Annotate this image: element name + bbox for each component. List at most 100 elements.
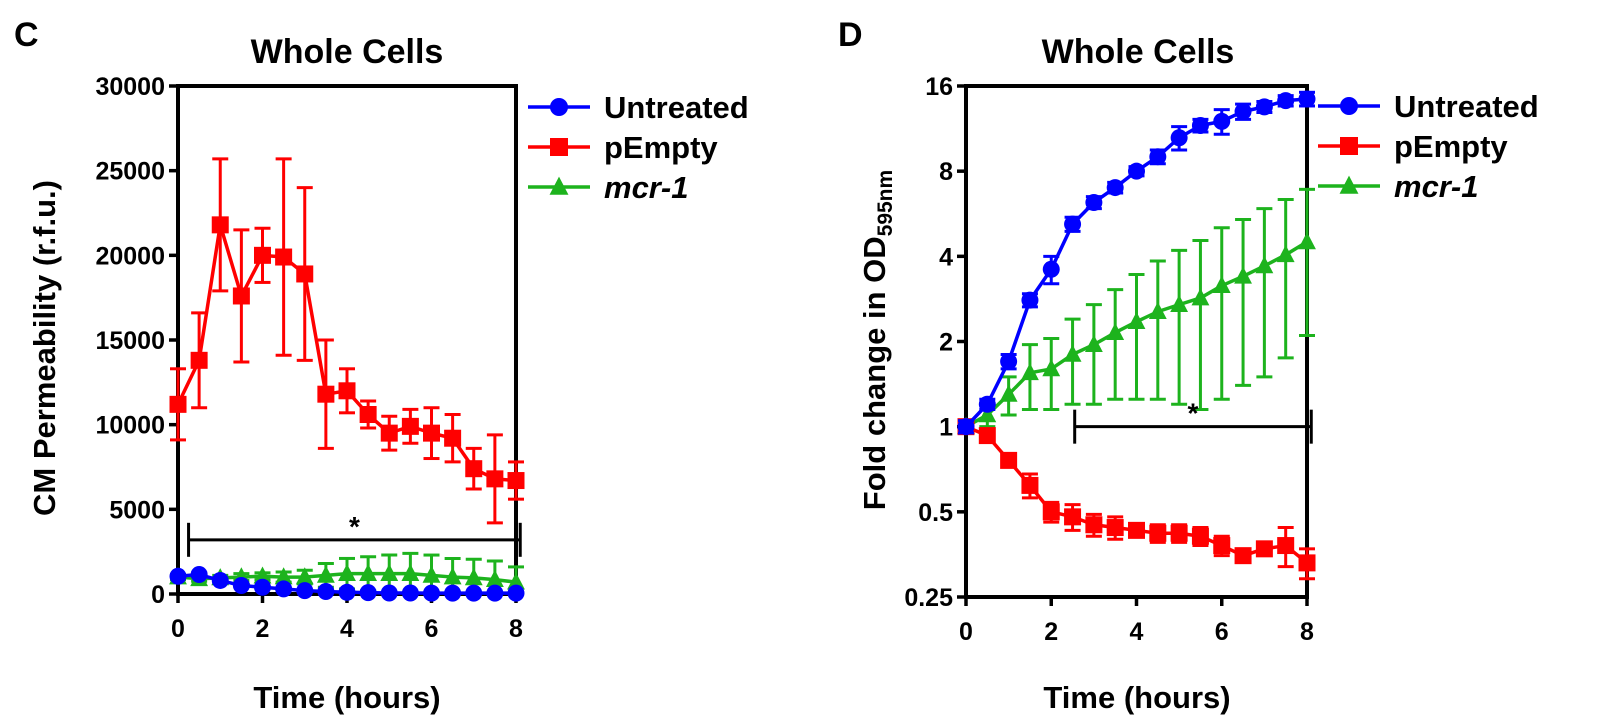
panel-d-series-pempty-point [1106, 519, 1124, 537]
panel-d-plot: 0 2 4 6 8 0.25 0.5 1 2 4 8 16 * Untreated pEmpty mcr-1 [904, 73, 1538, 646]
panel-d-series-pempty-point [1213, 537, 1231, 555]
panel-c-series-pempty-point [190, 351, 208, 369]
panel-d-x-tick-label: 4 [1130, 618, 1144, 646]
panel-c-series-mcr-1-point [464, 568, 483, 586]
panel-c-legend-item-mcr-1: mcr-1 [528, 170, 688, 205]
panel-c-series-mcr-1-point [443, 567, 462, 585]
panel-d-y-tick-label: 1 [939, 414, 953, 442]
panel-d-series-untreated-point [1191, 117, 1209, 135]
panel-c-series-untreated-point [380, 584, 398, 602]
panel-d-legend-item-mcr-1-swatch-marker [1339, 175, 1359, 194]
panel-d-series-pempty-point [1191, 527, 1209, 545]
panel-c-series-pempty-point [275, 248, 293, 266]
panel-c-series-pempty-point [486, 470, 504, 488]
panel-d-legend-item-untreated-label: Untreated [1394, 89, 1539, 124]
panel-c-x-tick-label: 2 [256, 615, 270, 643]
panel-d-series-untreated-point [1255, 98, 1273, 116]
panel-d-series-mcr-1-point [1255, 256, 1274, 274]
panel-d-legend-item-untreated-swatch-marker [1340, 97, 1358, 115]
panel-d-series-pempty-line [965, 425, 1309, 565]
panel-d-legend: Untreated pEmpty mcr-1 [1318, 89, 1539, 204]
panel-letter-c: C [14, 16, 39, 54]
panel-c-series-mcr-1-point [295, 567, 314, 585]
panel-d-x-tick-label: 6 [1215, 618, 1229, 646]
panel-d-series-mcr-1-point [1148, 301, 1167, 319]
panel-d-series-pempty-point [1170, 524, 1188, 542]
panel-d-series-pempty-point [1021, 476, 1039, 494]
panel-d-significance-star: * [1188, 398, 1199, 429]
panel-d-title: Whole Cells [1042, 33, 1235, 71]
panel-c-legend-item-untreated: Untreated [528, 90, 749, 125]
panel-d-series-pempty-point [1298, 554, 1316, 572]
panel-c-y-tick-label: 10000 [95, 412, 165, 440]
panel-c-series-pempty-point [465, 460, 483, 478]
panel-d-series-untreated-point [1042, 260, 1060, 278]
panel-d-series-untreated-point [1064, 215, 1082, 233]
panel-c-series-mcr-1-point [380, 563, 399, 582]
panel-d-series-pempty [957, 418, 1316, 581]
panel-c-legend-item-pempty-label: pEmpty [604, 130, 718, 165]
panel-c-y-tick-label: 30000 [95, 73, 165, 101]
panel-d-legend-item-mcr-1-label: mcr-1 [1394, 169, 1478, 204]
panel-d-series-mcr-1-point [1084, 334, 1103, 352]
panel-c-legend-item-untreated-label: Untreated [604, 90, 749, 125]
panel-d-legend-item-pempty: pEmpty [1318, 129, 1508, 164]
plot-layer: 0 2 4 6 8 0 5000 10000 15000 20000 25000 30000 * Untr… [95, 73, 1538, 646]
panel-c-x-tick-label: 4 [340, 615, 354, 643]
panel-d-series-pempty-point [1085, 516, 1103, 534]
panel-c-series-pempty-point [380, 424, 398, 442]
panel-c-series-mcr-1-point [507, 572, 525, 590]
panel-d-series-mcr-1-point [1298, 232, 1316, 250]
panel-c-series-pempty-point [359, 406, 377, 424]
panel-c-series-pempty-point [444, 429, 462, 447]
panel-c-series-untreated-point [486, 584, 504, 602]
panel-d-y-tick-label: 0.25 [904, 584, 953, 612]
panel-c-series-pempty-point [401, 417, 419, 435]
panel-d-series-mcr-1-point [1106, 322, 1125, 340]
panel-d-series-untreated-point [1234, 103, 1252, 121]
panel-c-significance-star: * [349, 511, 360, 542]
panel-c-y-tick-label: 5000 [109, 496, 165, 524]
panel-d-series-untreated-point [1021, 291, 1039, 309]
panel-c-legend-item-mcr-1-label: mcr-1 [604, 170, 688, 205]
panel-c-series-pempty-point [169, 395, 187, 413]
panel-d-y-tick-label: 0.5 [918, 499, 953, 527]
panel-d-series-mcr-1-point [1212, 275, 1231, 294]
panel-d-y-tick-label: 4 [939, 243, 953, 271]
panel-c-y-tick-label: 25000 [95, 158, 165, 186]
panel-d-legend-item-mcr-1: mcr-1 [1318, 169, 1478, 204]
panel-d-x-axis-label: Time (hours) [1043, 680, 1230, 715]
panel-d-series-untreated-point [1106, 179, 1124, 197]
panel-c-y-tick-label: 0 [151, 581, 165, 609]
panel-d-series-untreated-point [1277, 92, 1295, 110]
panel-d-series-untreated-point [1085, 193, 1103, 211]
panel-d-legend-item-pempty-swatch-marker [1340, 137, 1358, 155]
panel-c-series-untreated-point [401, 584, 419, 602]
panel-c-legend-item-mcr-1-swatch-marker [549, 176, 569, 195]
panel-c-series-mcr-1-point [359, 563, 378, 582]
panel-c-series-untreated-point [275, 580, 293, 598]
panel-d-series-untreated-point [1213, 112, 1231, 130]
panel-d-series-pempty-point [1149, 524, 1167, 542]
panel-d-series-pempty-point [1042, 503, 1060, 521]
panel-d-y-tick-label: 16 [925, 73, 953, 101]
panel-c-series-pempty-point [296, 265, 314, 283]
panel-c-series-untreated-point [444, 584, 462, 602]
panel-d-series-untreated-point [1298, 90, 1316, 108]
panel-d-series-untreated-point [1000, 352, 1018, 370]
panel-d-series-untreated-point [978, 395, 996, 413]
panel-d-series-mcr-1-point [999, 384, 1018, 402]
panel-c-series-untreated-point [211, 571, 229, 589]
panel-c-series-untreated-point [190, 566, 208, 584]
panel-c-x-tick-label: 6 [425, 615, 439, 643]
panel-c-axes-frame [176, 84, 518, 596]
panel-c-series-mcr-1-point [401, 563, 420, 582]
panel-d-legend-item-untreated: Untreated [1318, 89, 1539, 124]
panel-d-y-tick-label: 2 [939, 329, 953, 357]
panel-c-series-mcr-1-point [422, 565, 441, 583]
panel-c-series-mcr-1-point [274, 567, 293, 585]
panel-c-y-tick-label: 20000 [95, 242, 165, 270]
panel-d-series-mcr-1-point [1234, 266, 1252, 284]
panel-c-series-pempty-point [232, 287, 250, 305]
